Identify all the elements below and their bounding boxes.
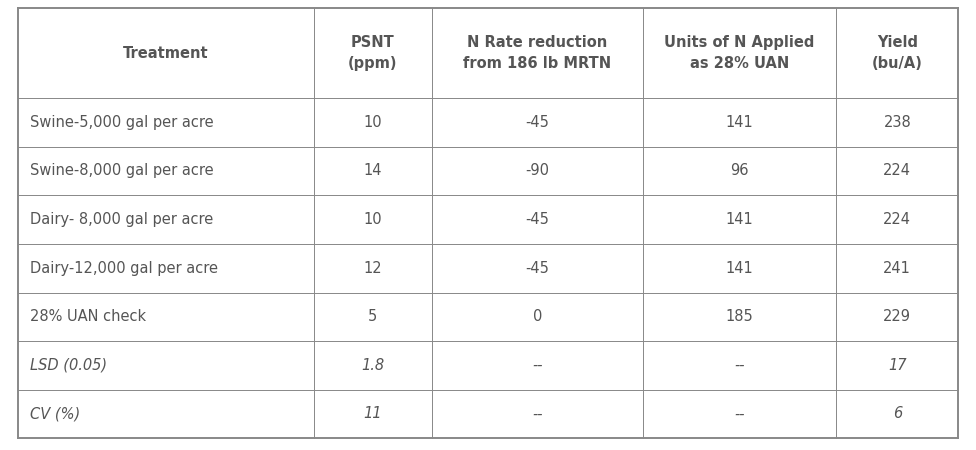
Text: Units of N Applied
as 28% UAN: Units of N Applied as 28% UAN xyxy=(665,35,815,71)
Text: 224: 224 xyxy=(883,212,912,227)
Text: CV (%): CV (%) xyxy=(30,406,80,422)
Text: 141: 141 xyxy=(726,261,753,276)
Text: --: -- xyxy=(734,358,745,373)
Text: Treatment: Treatment xyxy=(123,45,209,61)
Text: 10: 10 xyxy=(363,115,382,130)
Text: 141: 141 xyxy=(726,212,753,227)
Text: --: -- xyxy=(532,406,543,422)
Text: 1.8: 1.8 xyxy=(361,358,385,373)
Text: --: -- xyxy=(532,358,543,373)
Text: 5: 5 xyxy=(368,309,378,324)
Text: 141: 141 xyxy=(726,115,753,130)
Text: 241: 241 xyxy=(883,261,912,276)
Text: -45: -45 xyxy=(525,261,549,276)
Text: 14: 14 xyxy=(363,163,382,179)
Text: N Rate reduction
from 186 lb MRTN: N Rate reduction from 186 lb MRTN xyxy=(464,35,611,71)
Text: Dairy- 8,000 gal per acre: Dairy- 8,000 gal per acre xyxy=(30,212,214,227)
Text: --: -- xyxy=(734,406,745,422)
Text: Swine-5,000 gal per acre: Swine-5,000 gal per acre xyxy=(30,115,214,130)
Text: 229: 229 xyxy=(883,309,912,324)
Text: Dairy-12,000 gal per acre: Dairy-12,000 gal per acre xyxy=(30,261,219,276)
Text: 96: 96 xyxy=(730,163,749,179)
Text: -90: -90 xyxy=(525,163,549,179)
Text: 224: 224 xyxy=(883,163,912,179)
Text: Yield
(bu/A): Yield (bu/A) xyxy=(872,35,922,71)
Text: 28% UAN check: 28% UAN check xyxy=(30,309,146,324)
Text: 17: 17 xyxy=(888,358,907,373)
Text: -45: -45 xyxy=(525,212,549,227)
Text: 6: 6 xyxy=(893,406,902,422)
Text: 238: 238 xyxy=(883,115,912,130)
Text: 0: 0 xyxy=(533,309,542,324)
Text: -45: -45 xyxy=(525,115,549,130)
Text: LSD (0.05): LSD (0.05) xyxy=(30,358,107,373)
Text: 11: 11 xyxy=(363,406,382,422)
Text: 10: 10 xyxy=(363,212,382,227)
Text: 185: 185 xyxy=(726,309,753,324)
Text: PSNT
(ppm): PSNT (ppm) xyxy=(348,35,397,71)
Text: 12: 12 xyxy=(363,261,382,276)
Text: Swine-8,000 gal per acre: Swine-8,000 gal per acre xyxy=(30,163,214,179)
